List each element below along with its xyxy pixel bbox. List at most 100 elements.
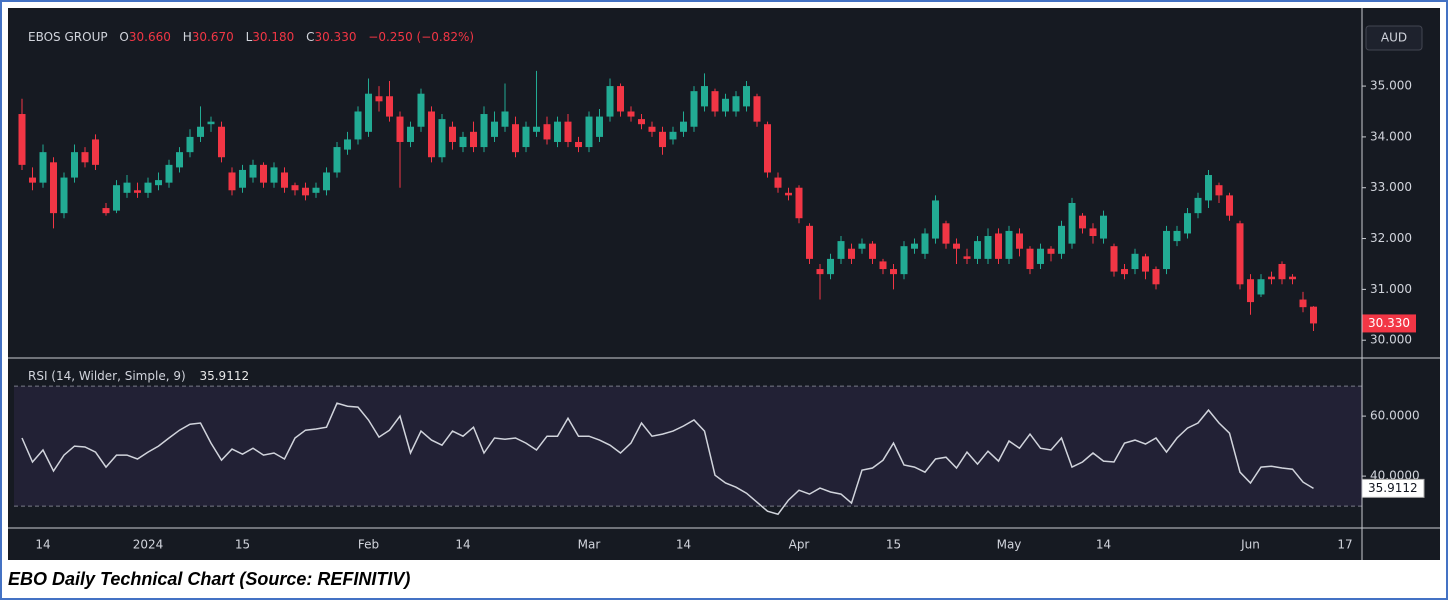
candle-body (470, 131, 477, 148)
candle-body (1184, 213, 1191, 234)
candle-body (1173, 230, 1181, 242)
candle-body (1110, 246, 1118, 272)
candle-body (1047, 248, 1055, 254)
candle-body (816, 269, 824, 275)
candle-body (323, 172, 330, 191)
candle-body (81, 152, 89, 163)
candle-body (879, 261, 887, 270)
candle-body (102, 208, 110, 214)
candle-body (449, 126, 456, 142)
legend-key: C (306, 30, 314, 44)
candle-body (333, 147, 341, 173)
candle-body (270, 167, 278, 183)
candle-body (113, 185, 120, 211)
candle-body (564, 121, 572, 142)
candle-body (827, 258, 834, 275)
candle-body (795, 187, 803, 219)
candle-body (480, 114, 488, 148)
y-tick-label: 32.000 (1370, 231, 1412, 245)
price-tag-label: 30.330 (1368, 316, 1410, 330)
candle-body (1310, 306, 1317, 324)
candle-body (995, 233, 1002, 259)
legend-key: L (246, 30, 253, 44)
candle-body (963, 256, 971, 259)
y-tick-label: 60.0000 (1370, 409, 1420, 423)
candle-body (533, 126, 540, 132)
candle-body (638, 119, 645, 125)
candle-body (858, 243, 866, 249)
candle-body (92, 139, 99, 165)
x-tick-label: 17 (1337, 538, 1352, 552)
rsi-tag-label: 35.9112 (1368, 481, 1418, 495)
candle-body (732, 96, 740, 112)
x-tick-label: Apr (789, 538, 810, 552)
y-tick-label: 35.000 (1370, 79, 1412, 93)
x-tick-label: 14 (1096, 538, 1111, 552)
caption: EBO Daily Technical Chart (Source: REFIN… (8, 569, 410, 589)
candle-body (1121, 269, 1128, 275)
legend-value: 30.670 (192, 30, 234, 44)
candle-body (375, 96, 383, 102)
candle-body (942, 223, 950, 244)
candle-body (18, 114, 26, 165)
candle-body (575, 141, 582, 148)
symbol: EBOS GROUP (28, 30, 108, 44)
candle-body (29, 177, 36, 183)
candle-body (491, 121, 498, 137)
legend-value: 30.330 (314, 30, 356, 44)
candle-body (249, 164, 257, 178)
candle-body (1089, 228, 1097, 237)
chart: 30.000 31.000 32.000 33.000 34.000 35.000 14 20… (14, 70, 1425, 552)
candle-body (1005, 230, 1013, 259)
candle-body (911, 243, 918, 249)
candle-body (669, 131, 677, 140)
candle-body (260, 164, 267, 183)
legend-change: −0.250 (−0.82%) (368, 30, 474, 44)
candle-body (1268, 276, 1275, 280)
candle-body (60, 177, 68, 214)
candle-body (554, 121, 561, 142)
candle-body (1257, 279, 1265, 295)
candle-body (1163, 230, 1170, 270)
candle-body (921, 233, 929, 254)
candle-body (1247, 279, 1254, 303)
candle-body (396, 116, 404, 142)
candle-body (1299, 299, 1307, 308)
candle-body (417, 93, 425, 127)
candle-body (627, 111, 635, 117)
legend-key: O (119, 30, 128, 44)
candle-body (837, 241, 845, 259)
candle-body (806, 225, 813, 259)
x-tick-label: 14 (455, 538, 470, 552)
y-tick-label: 33.000 (1370, 180, 1412, 194)
candle-body (1215, 185, 1223, 196)
candle-body (900, 246, 908, 275)
x-tick-label: Jun (1240, 538, 1260, 552)
candle-body (774, 177, 782, 188)
x-tick-label: 2024 (133, 538, 164, 552)
candle-body (932, 200, 939, 239)
x-tick-label: 14 (35, 538, 50, 552)
candle-body (218, 126, 225, 158)
candle-body (71, 152, 78, 178)
currency-button[interactable] (1365, 25, 1423, 51)
candle-body (848, 248, 855, 259)
candle-body (228, 172, 236, 191)
candle-body (123, 182, 131, 193)
x-tick-label: 14 (676, 538, 691, 552)
candle-body (585, 116, 593, 148)
candle-body (386, 96, 393, 117)
candle-body (1026, 248, 1034, 270)
rsi-legend: RSI (14, Wilder, Simple, 9) 35.9112 (28, 369, 249, 383)
candle-body (501, 111, 509, 127)
x-tick-label: Mar (578, 538, 601, 552)
candle-body (701, 86, 708, 107)
candle-body (365, 93, 372, 132)
candle-body (438, 119, 446, 158)
candle-body (1068, 202, 1076, 244)
candle-body (1016, 233, 1023, 249)
candle-body (312, 187, 320, 193)
candle-body (1236, 223, 1244, 285)
price-tag (1362, 314, 1416, 333)
